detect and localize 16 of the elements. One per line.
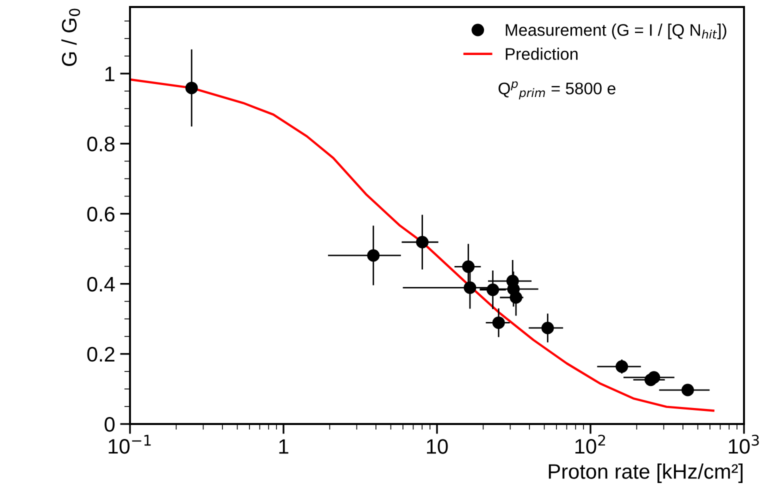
annotation: Q$^{p}$$_{prim}$ = 5800 e [498, 81, 616, 100]
x-axis-title: Proton rate [kHz/cm²] [548, 464, 743, 483]
legend-label: Measurement (G = I / [Q N$_{hit}$]) [506, 24, 726, 40]
y-tick-label: 0.2 [87, 346, 114, 362]
x-tick-label: 1 [279, 439, 288, 454]
x-tick-label: 10$^{2}$ [575, 434, 606, 454]
y-tick-label: 0.6 [87, 206, 115, 222]
y-tick-label: 0.8 [87, 136, 115, 152]
y-tick-label: 0 [104, 417, 115, 432]
x-tick-label: 10$^{−1}$ [108, 434, 151, 454]
x-tick-label: 10 [427, 439, 448, 454]
y-axis-title: G / G$_{0}$ [61, 8, 80, 66]
y-tick-label: 0.4 [87, 276, 115, 292]
y-tick-label: 1 [105, 66, 114, 82]
legend-label: Prediction [506, 48, 578, 60]
x-tick-label: 10$^{3}$ [728, 434, 759, 454]
